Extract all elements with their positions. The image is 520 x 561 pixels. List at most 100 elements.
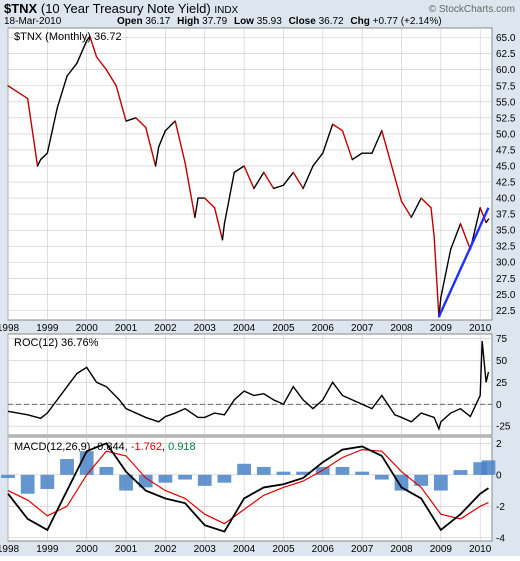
xtick-label-bottom: 2002 <box>154 544 177 555</box>
price-ytick-label: 55.0 <box>496 97 516 108</box>
price-segment <box>312 152 324 167</box>
histogram-bar <box>315 466 330 475</box>
change-value: +0.77 (+2.14%) <box>373 16 442 27</box>
price-panel <box>7 27 493 321</box>
price-segment <box>459 223 472 251</box>
price-segment <box>213 206 224 241</box>
price-ytick-label: 52.5 <box>496 113 516 124</box>
price-segment <box>115 85 127 122</box>
histogram-bar <box>138 474 153 488</box>
price-segment <box>233 165 245 174</box>
xtick-label: 2001 <box>115 323 138 334</box>
price-segment <box>400 200 413 219</box>
price-segment <box>164 120 176 132</box>
price-segment <box>105 69 117 87</box>
xtick-label: 2010 <box>469 323 492 334</box>
xtick-label-bottom: 2001 <box>115 544 138 555</box>
price-segment <box>390 165 403 202</box>
histogram-bar <box>256 466 271 475</box>
histogram-bar <box>178 474 192 480</box>
price-ytick-label: 30.0 <box>496 258 516 269</box>
price-segment <box>292 171 304 190</box>
histogram-bar <box>355 471 370 475</box>
xtick-label-bottom: 2004 <box>233 544 256 555</box>
histogram-bar <box>1 474 15 478</box>
histogram-bar <box>158 474 173 483</box>
xtick-label-bottom: 2010 <box>469 544 492 555</box>
xtick-label-bottom: 2000 <box>76 544 99 555</box>
price-segment <box>410 197 422 219</box>
low-value: 35.93 <box>257 16 282 27</box>
watermark: © StockCharts.com <box>429 4 515 15</box>
roc-ytick-label: -25 <box>496 422 511 433</box>
xtick-label: 2002 <box>154 323 177 334</box>
price-segment <box>125 117 137 122</box>
macd-ytick-label: 0 <box>496 470 502 481</box>
price-segment <box>66 62 78 77</box>
price-segment <box>322 123 334 154</box>
price-ytick-label: 60.0 <box>496 65 516 76</box>
xtick-label: 2008 <box>390 323 413 334</box>
macd-value: -0.844 <box>93 441 124 453</box>
price-segment <box>381 129 393 167</box>
symbol-description: (10 Year Treasury Note Yield) <box>41 1 211 16</box>
price-segment <box>420 197 432 209</box>
histogram-bar <box>433 474 448 491</box>
trendline <box>437 207 490 318</box>
xtick-label-bottom: 2009 <box>430 544 453 555</box>
signal-value: -1.762 <box>131 441 162 453</box>
price-segment <box>46 107 58 154</box>
price-segment <box>221 223 226 241</box>
price-ytick-label: 45.0 <box>496 161 516 172</box>
histogram-bar <box>217 474 232 483</box>
price-segment <box>184 162 196 219</box>
histogram-bar <box>237 463 251 475</box>
exchange-label: INDX <box>214 5 238 16</box>
price-ytick-label: 40.0 <box>496 194 516 205</box>
price-ytick-label: 37.5 <box>496 210 516 221</box>
price-segment <box>302 165 314 190</box>
price-segment <box>95 56 108 71</box>
histogram-bar <box>99 466 114 475</box>
histogram-bar <box>335 466 350 475</box>
price-segment <box>433 235 440 318</box>
price-segment <box>223 171 235 225</box>
histogram-bar <box>296 471 311 475</box>
price-segment <box>26 97 39 167</box>
close-value: 36.72 <box>319 16 344 27</box>
roc-panel <box>7 333 493 436</box>
price-segment <box>76 40 88 64</box>
price-segment <box>204 197 216 209</box>
macd-line <box>7 442 489 533</box>
xtick-label: 2006 <box>312 323 335 334</box>
roc-ytick-label: 50 <box>496 356 508 367</box>
macd-ytick-label: 2 <box>496 439 502 450</box>
histogram-bar <box>197 474 212 486</box>
price-segment <box>351 152 363 161</box>
histogram-bar <box>40 474 55 489</box>
price-segment <box>430 206 435 238</box>
xtick-label: 2005 <box>272 323 295 334</box>
grid-layer <box>7 28 492 541</box>
series-layer <box>7 35 490 533</box>
price-segment <box>85 35 91 42</box>
high-value: 37.79 <box>202 16 227 27</box>
xtick-label: 1999 <box>36 323 59 334</box>
price-segment <box>135 117 147 129</box>
xtick-label: 2000 <box>76 323 99 334</box>
price-ytick-label: 22.5 <box>496 306 516 317</box>
price-segment <box>253 171 265 190</box>
histogram-bar <box>481 460 496 475</box>
xtick-label-bottom: 2003 <box>194 544 217 555</box>
price-ytick-label: 65.0 <box>496 33 516 44</box>
price-segment <box>331 123 344 132</box>
price-segment <box>263 171 275 190</box>
histogram-bar <box>119 474 133 491</box>
price-segment <box>449 223 462 251</box>
price-segment <box>272 184 285 190</box>
price-ytick-label: 35.0 <box>496 226 516 237</box>
signal-line <box>7 448 489 525</box>
histogram-bar <box>414 474 429 486</box>
